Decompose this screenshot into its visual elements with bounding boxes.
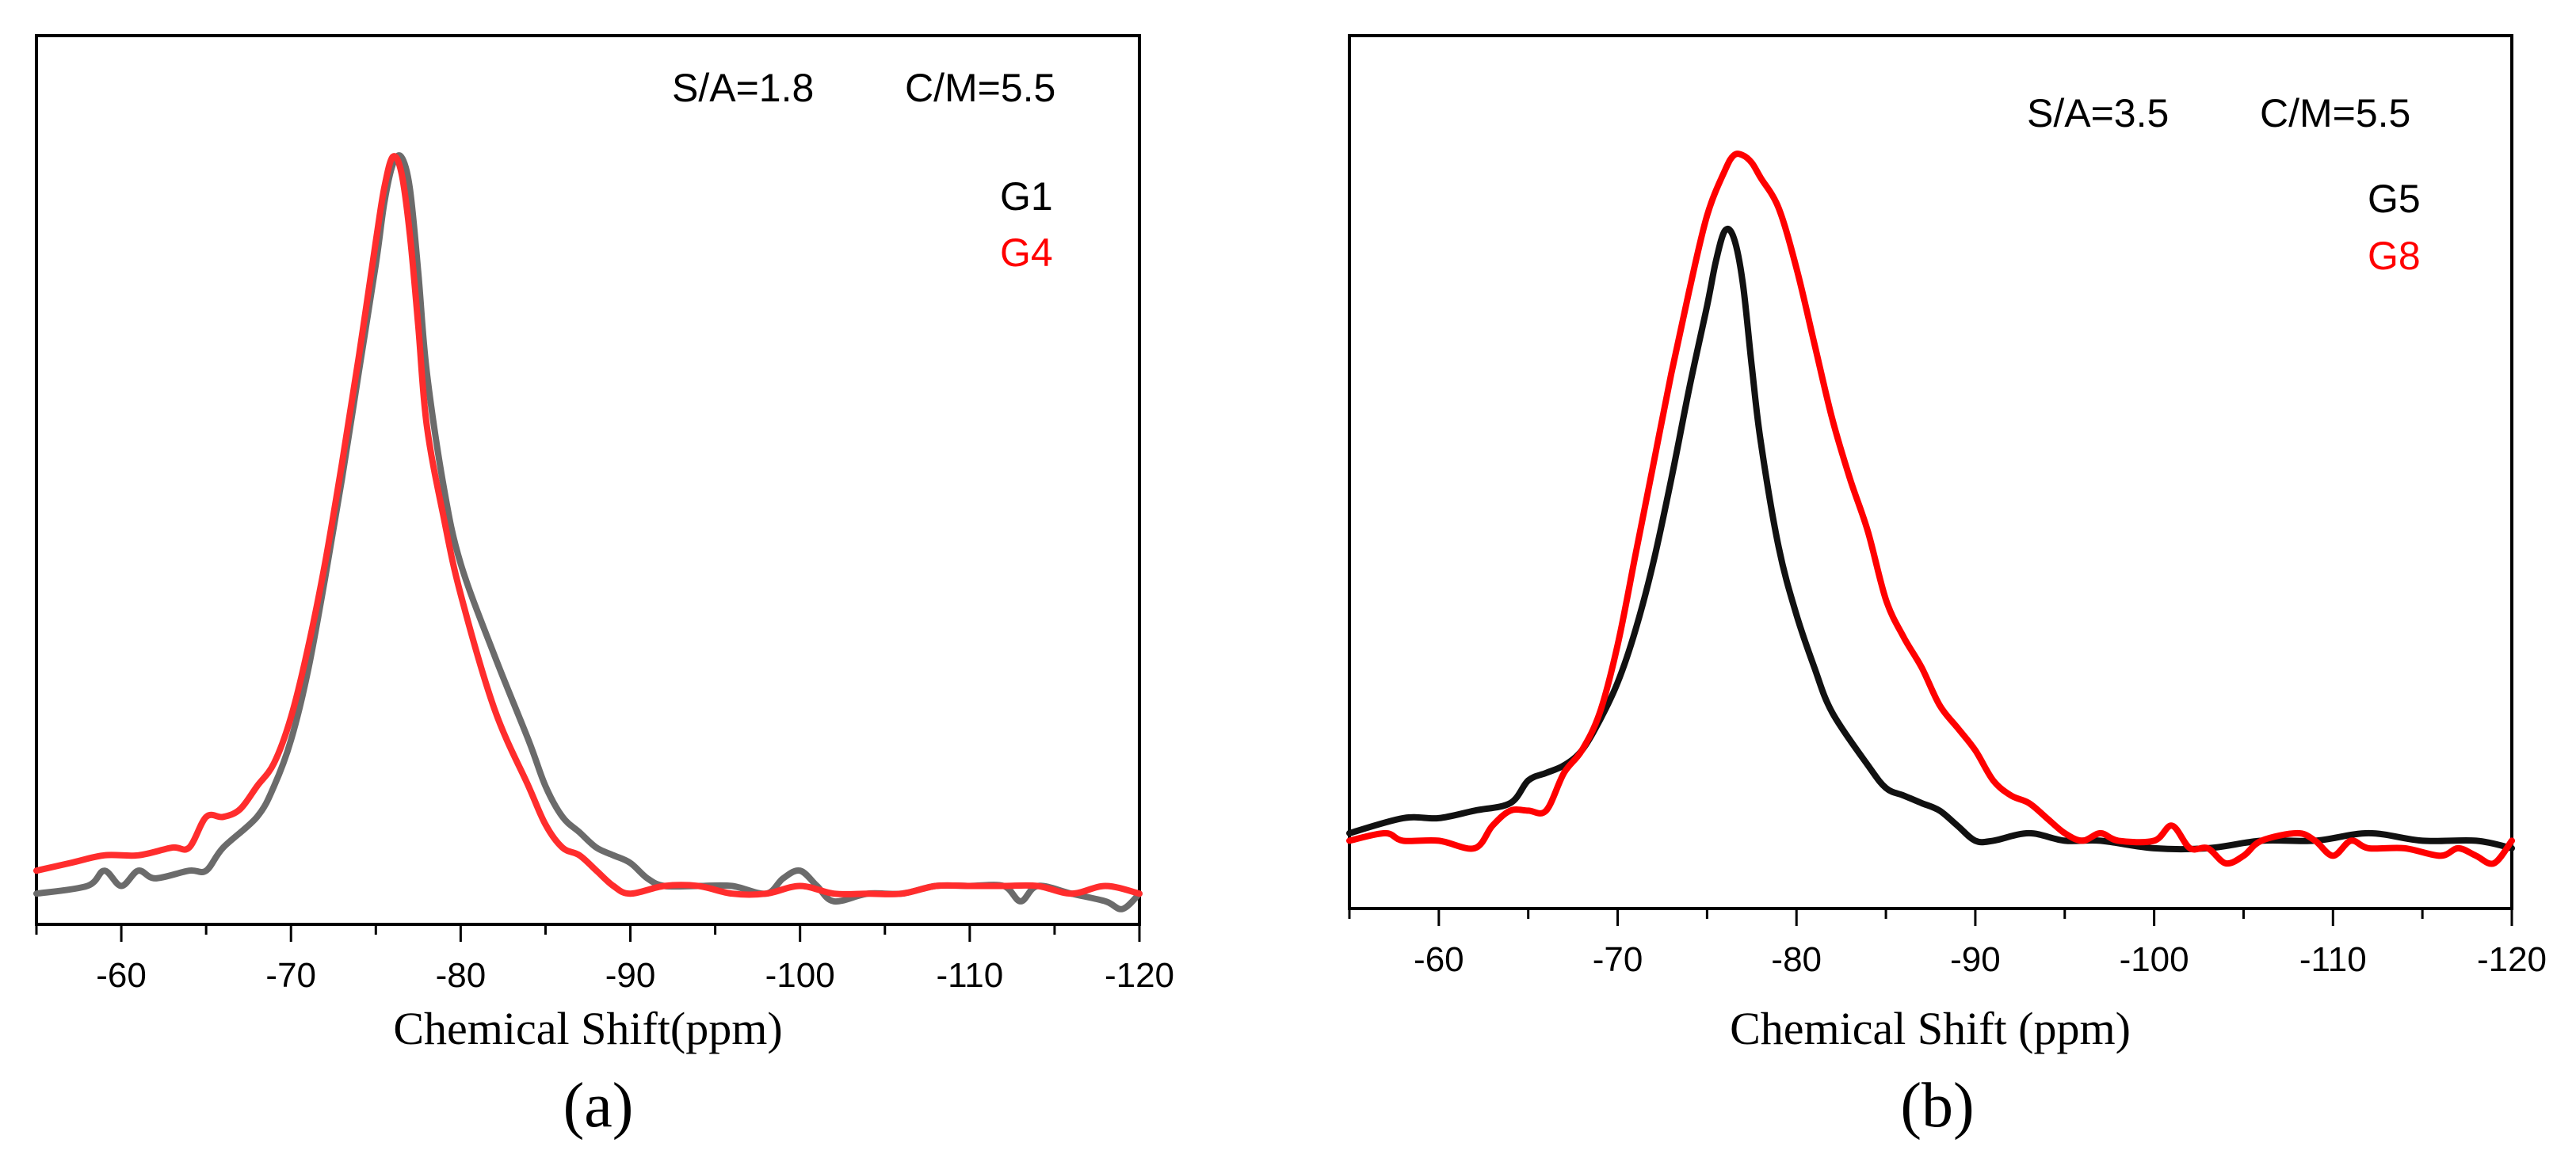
annotation-cm: C/M=5.5 — [2260, 91, 2410, 135]
x-tick-label: -110 — [936, 956, 1003, 995]
panel-label-b: (b) — [1900, 1071, 1974, 1141]
legend-label-g8: G8 — [2368, 234, 2421, 278]
x-tick-label: -60 — [1414, 940, 1464, 979]
plot-area-frame — [35, 34, 1141, 926]
legend-label-g4: G4 — [1000, 230, 1053, 275]
x-axis-label: Chemical Shift(ppm) — [393, 1003, 782, 1054]
chart-panel-a: -60 -70 -80 -90 -100 -110 -120 S/A=1.8 C/M=5.5… — [33, 34, 1174, 1141]
x-tick-label: -70 — [1593, 940, 1643, 979]
chart-panel-b: -60 -70 -80 -90 -100 -110 -120 S/A=3.5 C/M=5.5… — [1346, 34, 2547, 1141]
annotation-cm: C/M=5.5 — [905, 66, 1055, 110]
x-tick-label: -120 — [2477, 940, 2547, 979]
annotation-sa: S/A=1.8 — [672, 66, 814, 110]
legend-label-g5: G5 — [2368, 177, 2421, 221]
x-tick-label: -90 — [1950, 940, 2001, 979]
panel-label-a: (a) — [563, 1071, 634, 1141]
x-tick-label: -60 — [96, 956, 147, 995]
x-tick-label: -80 — [436, 956, 487, 995]
x-tick-label: -100 — [2120, 940, 2189, 979]
x-tick-label: -100 — [765, 956, 835, 995]
series-line-g1 — [33, 152, 1143, 912]
x-tick-label: -70 — [265, 956, 316, 995]
plot-area-frame — [1348, 34, 2513, 910]
x-tick-label: -90 — [605, 956, 656, 995]
series-line-g8 — [1346, 150, 2515, 867]
series-line-g5 — [1346, 226, 2515, 853]
annotation-sa: S/A=3.5 — [2027, 91, 2169, 135]
x-tick-label: -80 — [1771, 940, 1822, 979]
x-tick-label: -110 — [2299, 940, 2367, 979]
legend-label-g1: G1 — [1000, 174, 1053, 219]
x-axis-label: Chemical Shift (ppm) — [1730, 1003, 2131, 1054]
x-tick-label: -120 — [1105, 956, 1174, 995]
series-line-g4 — [33, 153, 1143, 898]
